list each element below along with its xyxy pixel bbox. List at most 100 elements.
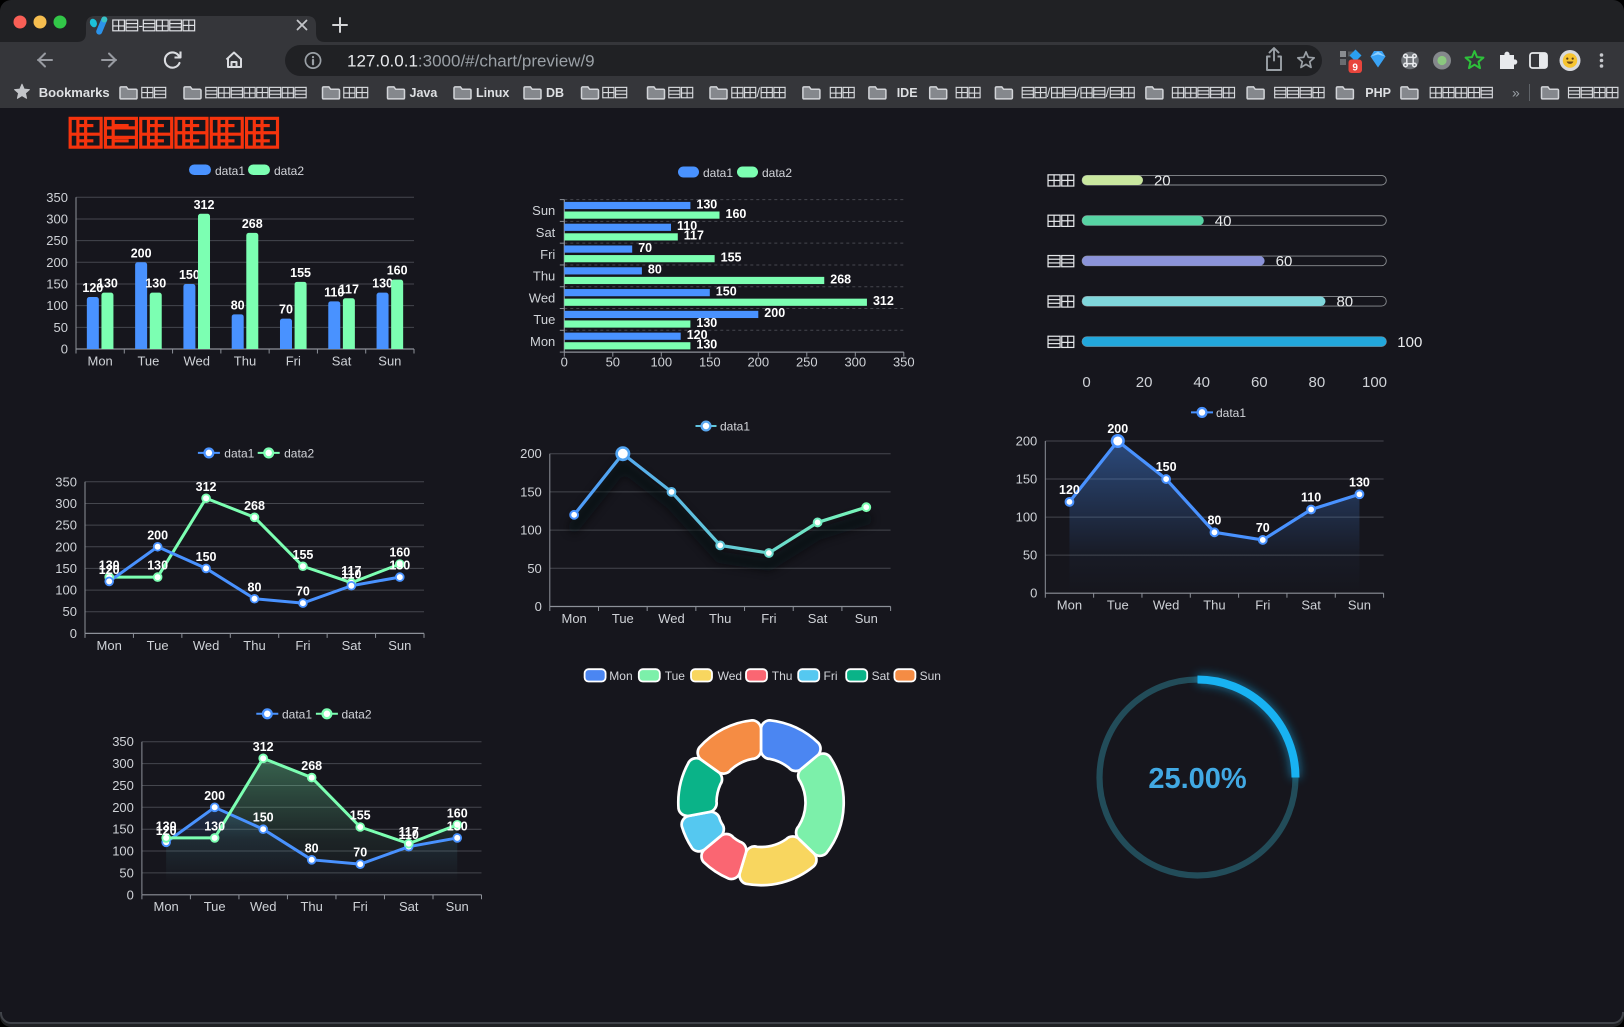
svg-text:Sun: Sun (855, 611, 878, 626)
svg-text:PHP: PHP (1365, 86, 1391, 100)
svg-text:Linux: Linux (476, 86, 509, 100)
svg-text:Mon: Mon (561, 611, 586, 626)
svg-text:150: 150 (253, 811, 274, 825)
svg-text:150: 150 (520, 484, 542, 499)
svg-text:/: / (1106, 85, 1110, 100)
svg-text:70: 70 (638, 241, 652, 255)
svg-text:130: 130 (696, 197, 717, 211)
svg-text:200: 200 (131, 246, 152, 260)
svg-text:Wed: Wed (250, 899, 277, 914)
svg-text:117: 117 (339, 282, 359, 296)
svg-text:Tue: Tue (147, 638, 169, 653)
svg-text:150: 150 (46, 276, 68, 291)
svg-text:120: 120 (156, 824, 177, 838)
svg-text:Sun: Sun (388, 638, 411, 653)
svg-text:data2: data2 (274, 164, 304, 178)
svg-text:110: 110 (399, 828, 419, 842)
svg-text:50: 50 (606, 355, 620, 370)
svg-text:20: 20 (1154, 172, 1171, 189)
svg-text:data1: data1 (703, 166, 733, 180)
svg-text:200: 200 (112, 800, 134, 815)
svg-text:Sun: Sun (446, 899, 469, 914)
svg-text:110: 110 (341, 567, 361, 581)
svg-text:130: 130 (696, 316, 717, 330)
svg-text:data2: data2 (284, 447, 314, 461)
svg-text:350: 350 (893, 355, 915, 370)
svg-text:200: 200 (55, 539, 77, 554)
svg-text:70: 70 (296, 585, 310, 599)
svg-text:40: 40 (1215, 213, 1232, 230)
svg-text:Fri: Fri (295, 638, 310, 653)
svg-text:Sat: Sat (332, 354, 352, 369)
svg-text:150: 150 (699, 355, 721, 370)
svg-text:80: 80 (1309, 374, 1326, 391)
svg-text:Wed: Wed (1153, 598, 1180, 613)
svg-text:Fri: Fri (286, 354, 301, 369)
svg-text:Sat: Sat (808, 611, 828, 626)
svg-text:data1: data1 (1216, 406, 1246, 420)
svg-text:Thu: Thu (533, 269, 555, 284)
svg-text:Mon: Mon (87, 354, 112, 369)
svg-text:250: 250 (46, 233, 68, 248)
svg-text:Mon: Mon (1057, 598, 1082, 613)
svg-text:300: 300 (844, 355, 866, 370)
svg-text:110: 110 (324, 285, 344, 299)
svg-text:110: 110 (677, 219, 697, 233)
svg-text:Tue: Tue (612, 611, 634, 626)
svg-text:160: 160 (389, 546, 410, 560)
svg-text:250: 250 (796, 355, 818, 370)
svg-text:155: 155 (721, 250, 742, 264)
svg-text:data2: data2 (342, 707, 372, 721)
svg-text:50: 50 (54, 320, 68, 335)
svg-text:0: 0 (61, 342, 68, 357)
svg-text:Sat: Sat (342, 638, 362, 653)
svg-text:Tue: Tue (137, 354, 159, 369)
svg-text:117: 117 (341, 564, 361, 578)
svg-text:150: 150 (1016, 472, 1038, 487)
svg-text:/: / (1047, 85, 1051, 100)
svg-text:Mon: Mon (97, 638, 122, 653)
svg-text:Sat: Sat (872, 669, 891, 683)
svg-text:117: 117 (399, 825, 419, 839)
svg-text:80: 80 (1336, 293, 1353, 310)
svg-text:0: 0 (1082, 374, 1090, 391)
svg-text:50: 50 (1023, 548, 1037, 563)
svg-text:200: 200 (764, 306, 785, 320)
svg-text:110: 110 (1301, 490, 1321, 504)
svg-text:80: 80 (231, 298, 245, 312)
svg-text:Sat: Sat (399, 899, 419, 914)
svg-text:250: 250 (112, 778, 134, 793)
svg-text:200: 200 (1016, 434, 1038, 449)
svg-text:200: 200 (747, 355, 769, 370)
svg-text:Fri: Fri (1255, 598, 1270, 613)
svg-text:268: 268 (242, 217, 263, 231)
svg-text:155: 155 (350, 809, 371, 823)
svg-text:130: 130 (696, 338, 717, 352)
svg-text:Fri: Fri (761, 611, 776, 626)
svg-text:130: 130 (372, 277, 393, 291)
svg-text:Sun: Sun (920, 669, 941, 683)
svg-text:150: 150 (716, 284, 737, 298)
svg-text:250: 250 (55, 518, 77, 533)
svg-text:Wed: Wed (529, 290, 556, 305)
svg-text:Thu: Thu (772, 669, 793, 683)
svg-text:0: 0 (70, 626, 77, 641)
svg-text:50: 50 (119, 865, 133, 880)
svg-text:-: - (138, 18, 143, 33)
svg-text:160: 160 (447, 806, 468, 820)
svg-text:Wed: Wed (718, 669, 742, 683)
svg-text:127.0.0.1:3000/#/chart/preview: 127.0.0.1:3000/#/chart/preview/9 (347, 52, 595, 71)
svg-text:/: / (756, 85, 760, 100)
svg-text:300: 300 (46, 211, 68, 226)
svg-text:0: 0 (1030, 586, 1037, 601)
svg-text:268: 268 (301, 759, 322, 773)
svg-text:70: 70 (353, 846, 367, 860)
svg-text:20: 20 (1136, 374, 1153, 391)
svg-text:25.00%: 25.00% (1148, 763, 1247, 795)
svg-text:50: 50 (527, 561, 541, 576)
svg-text:268: 268 (244, 499, 265, 513)
svg-text:80: 80 (1207, 513, 1221, 527)
svg-text:120: 120 (99, 563, 120, 577)
svg-text:100: 100 (520, 523, 542, 538)
svg-text:Sun: Sun (378, 354, 401, 369)
